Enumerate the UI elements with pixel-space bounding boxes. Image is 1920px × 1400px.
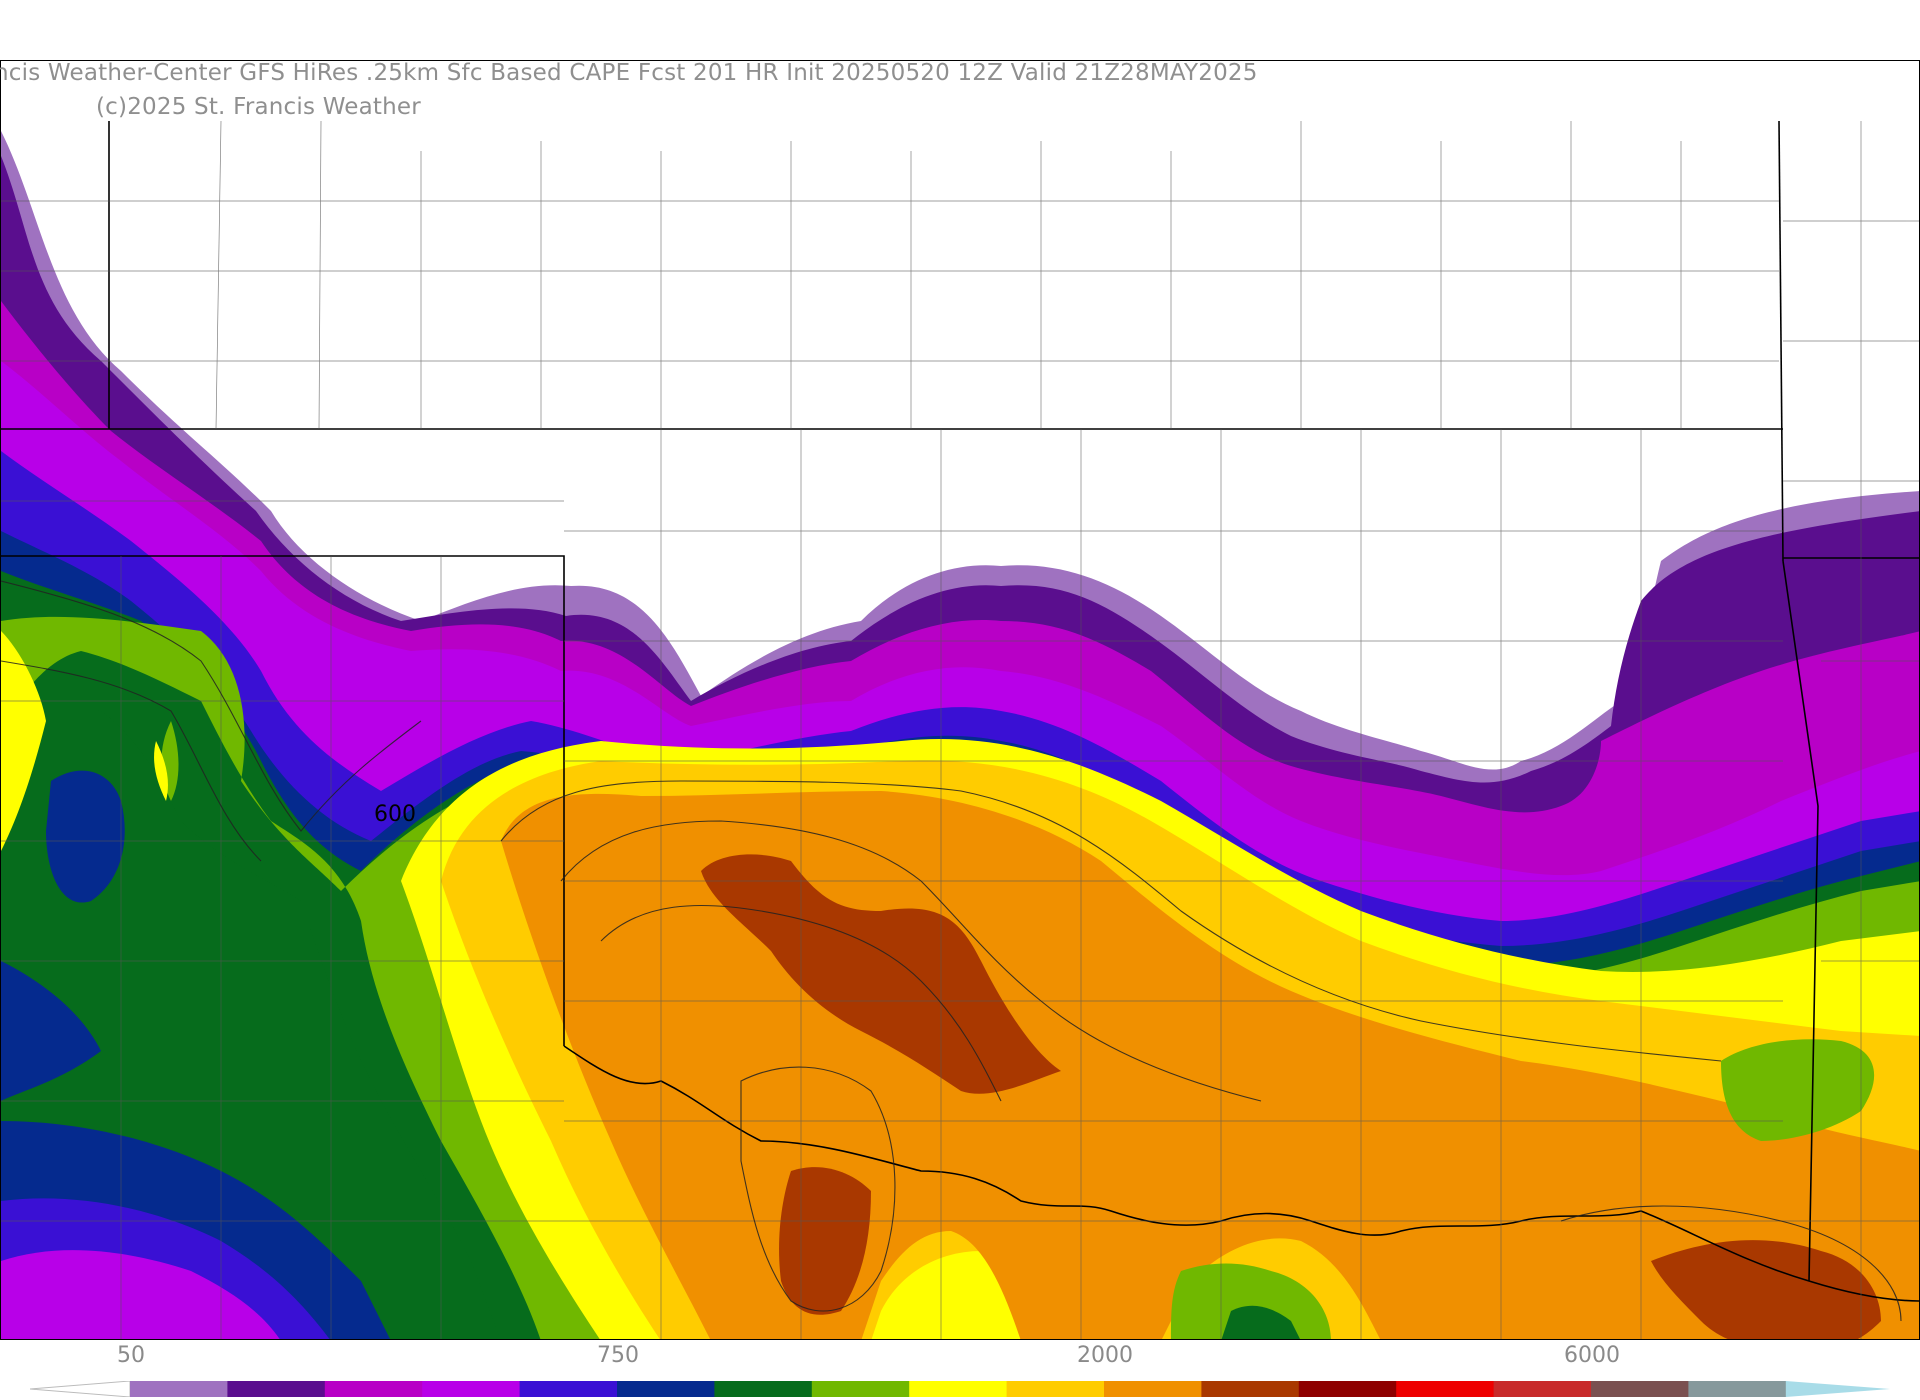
colorbar-label-750: 750	[597, 1343, 639, 1368]
cape-band-12c	[1651, 1240, 1881, 1339]
colorbar-segment	[1493, 1381, 1592, 1397]
state-boundaries	[1, 120, 1919, 1302]
colorbar-segment	[714, 1381, 813, 1397]
map-panel: 600	[0, 60, 1920, 1340]
county-boundaries	[1, 120, 1919, 1339]
colorbar-segment	[130, 1381, 228, 1397]
cape-band-4b	[1, 1250, 280, 1339]
colorbar-end-right	[1785, 1381, 1890, 1397]
cape-band-7c	[1221, 1305, 1300, 1339]
cape-band-12b	[779, 1167, 871, 1315]
colorbar-segment	[324, 1381, 423, 1397]
colorbar	[30, 1381, 1890, 1397]
colorbar-segment	[1104, 1381, 1202, 1397]
colorbar-segment	[1201, 1381, 1300, 1397]
colorbar-segment	[1298, 1381, 1397, 1397]
map-title: ncis Weather-Center GFS HiRes .25km Sfc …	[0, 60, 1258, 86]
colorbar-end-left	[30, 1381, 131, 1397]
colorbar-label-2000: 2000	[1077, 1343, 1133, 1368]
cape-contours	[1, 580, 1902, 1322]
cape-map: 600	[1, 120, 1919, 1339]
colorbar-segment	[1591, 1381, 1689, 1397]
colorbar-segment	[811, 1381, 910, 1397]
cape-band-6b	[1, 770, 390, 1339]
colorbar-segment	[422, 1381, 521, 1397]
colorbar-segment	[227, 1381, 326, 1397]
colorbar-labels: 50 750 2000 6000	[0, 1343, 1920, 1373]
cape-band-12a	[701, 854, 1061, 1094]
cape-band-9b	[154, 741, 168, 801]
copyright-text: (c)2025 St. Francis Weather	[96, 94, 421, 120]
colorbar-segment	[1396, 1381, 1495, 1397]
contour-label: 600	[374, 802, 416, 827]
colorbar-segment	[617, 1381, 715, 1397]
colorbar-segment	[1688, 1381, 1787, 1397]
colorbar-segment	[909, 1381, 1008, 1397]
colorbar-label-6000: 6000	[1564, 1343, 1620, 1368]
colorbar-label-50: 50	[117, 1343, 145, 1368]
colorbar-segment	[519, 1381, 618, 1397]
colorbar-segment	[1006, 1381, 1105, 1397]
